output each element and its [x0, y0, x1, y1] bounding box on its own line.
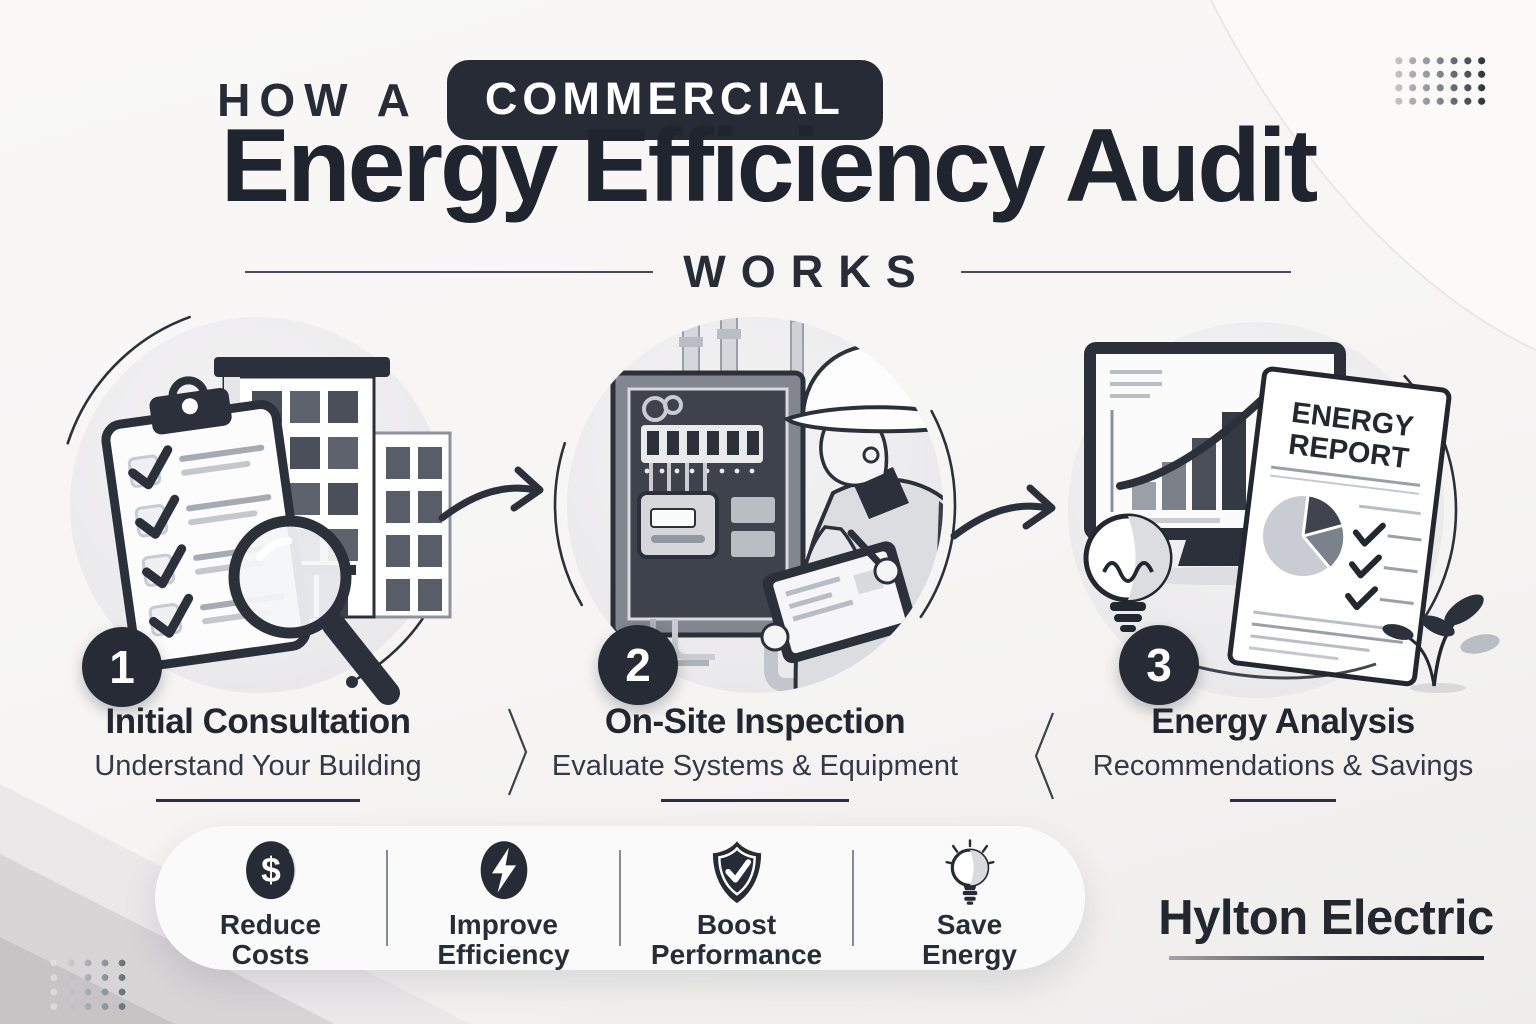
- step1-number-badge: 1: [82, 627, 162, 707]
- step1-title: Initial Consultation: [105, 702, 411, 741]
- benefit-label-line1: Improve: [449, 908, 558, 940]
- benefit-save-energy: Save Energy: [854, 826, 1085, 970]
- benefit-label-line2: Energy: [922, 938, 1017, 970]
- electrical-panel-illustration: [610, 370, 806, 666]
- svg-text:$: $: [261, 851, 281, 890]
- energy-report-document-illustration: ENERGY REPORT: [1227, 366, 1452, 687]
- step1-underline: [156, 799, 360, 802]
- step3-illustration-monitor-report: ENERGY REPORT: [1054, 308, 1500, 712]
- step1-caption: Initial Consultation Understand Your Bui…: [28, 702, 488, 802]
- benefit-label-line2: Costs: [231, 938, 310, 970]
- step1-subtitle: Understand Your Building: [94, 750, 422, 782]
- benefit-divider: [619, 850, 621, 946]
- shield-check-icon: [712, 841, 761, 904]
- step2-subtitle: Evaluate Systems & Equipment: [551, 750, 959, 782]
- rule-right: [960, 271, 1291, 273]
- step3-number: 3: [1146, 639, 1172, 691]
- plant-illustration: [1382, 594, 1500, 693]
- benefit-divider: [852, 850, 854, 946]
- benefit-label: Save Energy: [922, 908, 1017, 970]
- decorative-dot: [346, 676, 358, 688]
- lightbulb-illustration: [1083, 513, 1173, 632]
- brand-underline: [1168, 956, 1484, 960]
- lightning-bolt-icon: [480, 841, 527, 900]
- step3-title: Energy Analysis: [1151, 702, 1415, 741]
- benefit-label-line1: Save: [936, 908, 1003, 940]
- brand-name: Hylton Electric: [1158, 891, 1494, 945]
- benefit-label-line2: Performance: [650, 938, 823, 970]
- step3-number-badge: 3: [1119, 625, 1199, 705]
- benefit-boost-performance: Boost Performance: [621, 826, 852, 970]
- benefits-bar: $ Reduce Costs Improve Efficiency: [155, 826, 1085, 970]
- page-title: Energy Efficiency Audit: [220, 108, 1319, 224]
- brand-block: Hylton Electric: [1126, 890, 1526, 960]
- benefit-label-line1: Boost: [696, 908, 777, 940]
- step2-underline: [661, 799, 849, 802]
- benefit-improve-efficiency: Improve Efficiency: [388, 826, 619, 970]
- benefit-label: Boost Performance: [650, 908, 823, 970]
- chevron-right-icon: [507, 708, 528, 796]
- rule-left: [245, 271, 654, 273]
- benefit-divider: [386, 850, 388, 946]
- step2-number: 2: [625, 639, 651, 691]
- step3-subtitle: Recommendations & Savings: [1092, 750, 1474, 782]
- step2-title: On-Site Inspection: [604, 702, 906, 741]
- arrow-right-icon: [438, 466, 544, 522]
- arrow-right-icon: [950, 484, 1056, 540]
- benefit-label: Improve Efficiency: [437, 908, 570, 970]
- step2-caption: On-Site Inspection Evaluate Systems & Eq…: [525, 702, 985, 802]
- pretitle-text: HOW A: [217, 74, 419, 126]
- header-pretitle-row: HOW A COMMERCIAL: [0, 60, 1100, 140]
- lightbulb-icon: [944, 839, 995, 905]
- magnifier-illustration: [228, 515, 400, 705]
- step1-illustration-clipboard-building-magnifier: [56, 303, 460, 707]
- step2-number-badge: 2: [598, 625, 678, 705]
- benefit-label-line1: Reduce: [219, 908, 322, 940]
- works-text: WORKS: [683, 246, 931, 297]
- step3-caption: Energy Analysis Recommendations & Saving…: [1053, 702, 1513, 802]
- dollar-coin-icon: $: [245, 841, 297, 900]
- commercial-badge: COMMERCIAL: [446, 60, 883, 140]
- benefit-label: Reduce Costs: [219, 908, 322, 970]
- step2-illustration-technician-panel: [553, 303, 957, 707]
- step1-number: 1: [109, 641, 135, 693]
- step3-underline: [1230, 799, 1336, 802]
- benefit-reduce-costs: $ Reduce Costs: [155, 826, 386, 970]
- chevron-left-icon: [1034, 712, 1055, 800]
- works-row: WORKS: [0, 246, 1536, 298]
- benefit-label-line2: Efficiency: [437, 938, 570, 970]
